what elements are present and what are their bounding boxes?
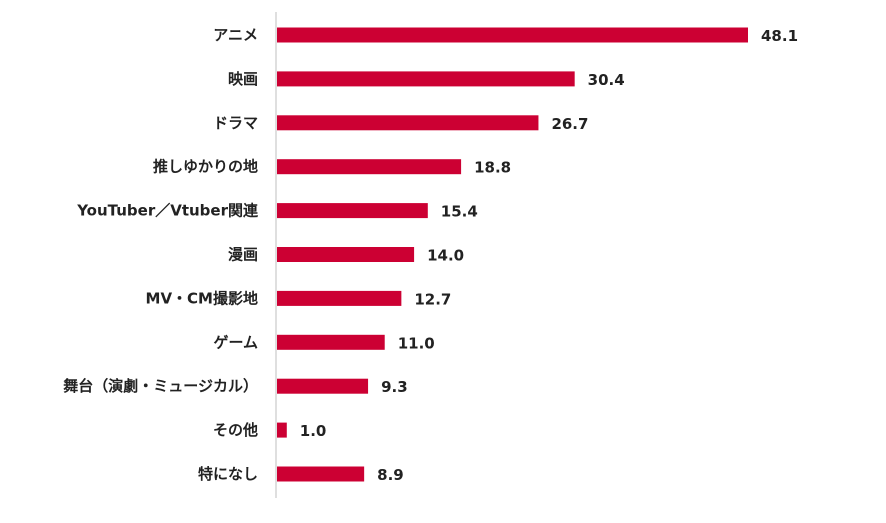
value-label-4: 15.4 bbox=[441, 203, 478, 221]
category-label-6: MV・CM撮影地 bbox=[146, 289, 258, 307]
bar-0 bbox=[277, 27, 748, 43]
category-label-1: 映画 bbox=[228, 70, 258, 88]
value-label-5: 14.0 bbox=[427, 247, 464, 265]
value-label-6: 12.7 bbox=[414, 290, 451, 308]
value-label-8: 9.3 bbox=[381, 378, 408, 396]
value-label-9: 1.0 bbox=[300, 422, 327, 440]
category-label-9: その他 bbox=[213, 421, 258, 439]
bar-2 bbox=[277, 115, 539, 131]
bar-9 bbox=[277, 422, 287, 438]
category-label-5: 漫画 bbox=[228, 246, 258, 264]
value-label-2: 26.7 bbox=[551, 115, 588, 133]
category-label-10: 特になし bbox=[198, 465, 258, 483]
category-label-8: 舞台（演劇・ミュージカル） bbox=[63, 377, 258, 395]
category-label-7: ゲーム bbox=[213, 333, 258, 351]
category-label-0: アニメ bbox=[213, 26, 258, 44]
bar-1 bbox=[277, 71, 575, 87]
value-label-0: 48.1 bbox=[761, 27, 798, 45]
category-label-4: YouTuber／Vtuber関連 bbox=[76, 202, 259, 220]
category-label-3: 推しゆかりの地 bbox=[153, 158, 258, 176]
bar-10 bbox=[277, 466, 365, 482]
bar-7 bbox=[277, 334, 385, 350]
bars-group bbox=[277, 27, 748, 482]
bar-8 bbox=[277, 378, 369, 394]
value-label-1: 30.4 bbox=[588, 71, 625, 89]
value-label-3: 18.8 bbox=[474, 159, 511, 177]
bar-5 bbox=[277, 247, 415, 262]
value-label-7: 11.0 bbox=[398, 334, 435, 352]
bar-3 bbox=[277, 159, 462, 175]
value-label-10: 8.9 bbox=[377, 466, 404, 484]
bar-6 bbox=[277, 290, 402, 306]
bar-4 bbox=[277, 203, 428, 219]
value-labels-group: 48.1 30.4 26.7 18.8 15.4 14.0 12.7 11.0 9.3 1.0 8.… bbox=[300, 27, 798, 484]
category-label-2: ドラマ bbox=[213, 114, 258, 132]
